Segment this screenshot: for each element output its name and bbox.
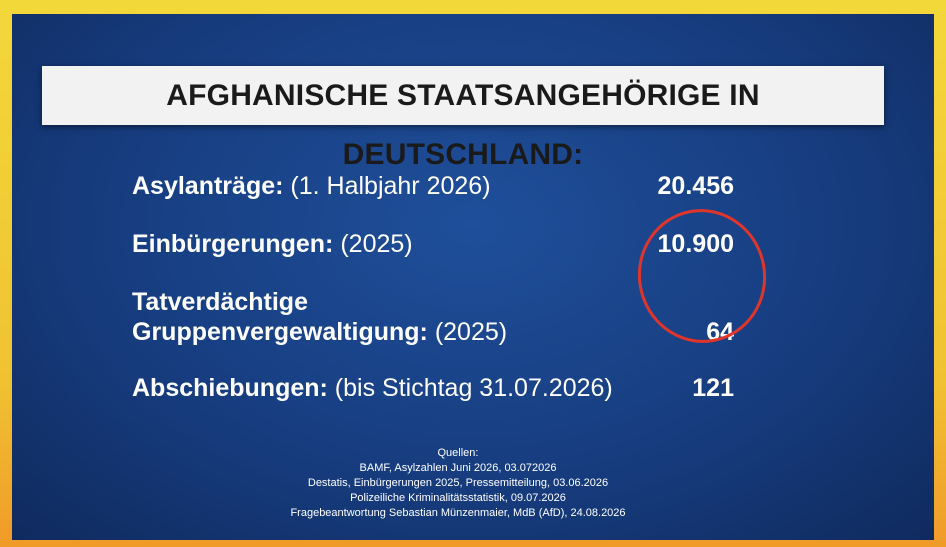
row-label: Asylanträge: (132, 172, 284, 200)
row-value: 20.456 (657, 172, 734, 200)
row-note: (1. Halbjahr 2026) (290, 172, 491, 200)
row: Abschiebungen: (bis Stichtag 31.07.2026)… (132, 373, 734, 403)
row-note: (2025) (434, 318, 508, 346)
row-value: 10.900 (657, 230, 734, 258)
source-line: Quellen: (437, 447, 479, 459)
title: AFGHANISCHE STAATSANGEHÖRIGE IN DEUTSCHL… (166, 79, 760, 171)
row-label: Gruppenvergewaltigung: (132, 318, 428, 346)
row-note: (2025) (340, 230, 413, 258)
row-label: Einbürgerungen: (132, 230, 334, 258)
row: Asylanträge: (1. Halbjahr 2026) 20.456 (132, 171, 734, 201)
graphic-panel: AFGHANISCHE STAATSANGEHÖRIGE IN DEUTSCHL… (12, 14, 934, 540)
row: Tatverdächtige Gruppenvergewaltigung: (2… (132, 287, 734, 347)
sources: Quellen: BAMF, Asylzahlen Juni 2026, 03.… (12, 446, 904, 521)
title-banner: AFGHANISCHE STAATSANGEHÖRIGE IN DEUTSCHL… (42, 66, 884, 171)
row-label: Tatverdächtige (132, 288, 308, 316)
row: Einbürgerungen: (2025) 10.900 (132, 229, 734, 259)
row-value: 121 (692, 374, 734, 402)
row-label: Abschiebungen: (132, 374, 328, 402)
row-value: 64 (706, 318, 734, 346)
source-line: Fragebeantwortung Sebastian Münzenmaier,… (290, 507, 626, 519)
row-note: (bis Stichtag 31.07.2026) (334, 374, 613, 402)
source-line: Destatis, Einbürgerungen 2025, Pressemit… (307, 477, 609, 489)
source-line: BAMF, Asylzahlen Juni 2026, 03.072026 (359, 462, 557, 474)
source-line: Polizeiliche Kriminalitätsstatistik, 09.… (350, 492, 566, 504)
